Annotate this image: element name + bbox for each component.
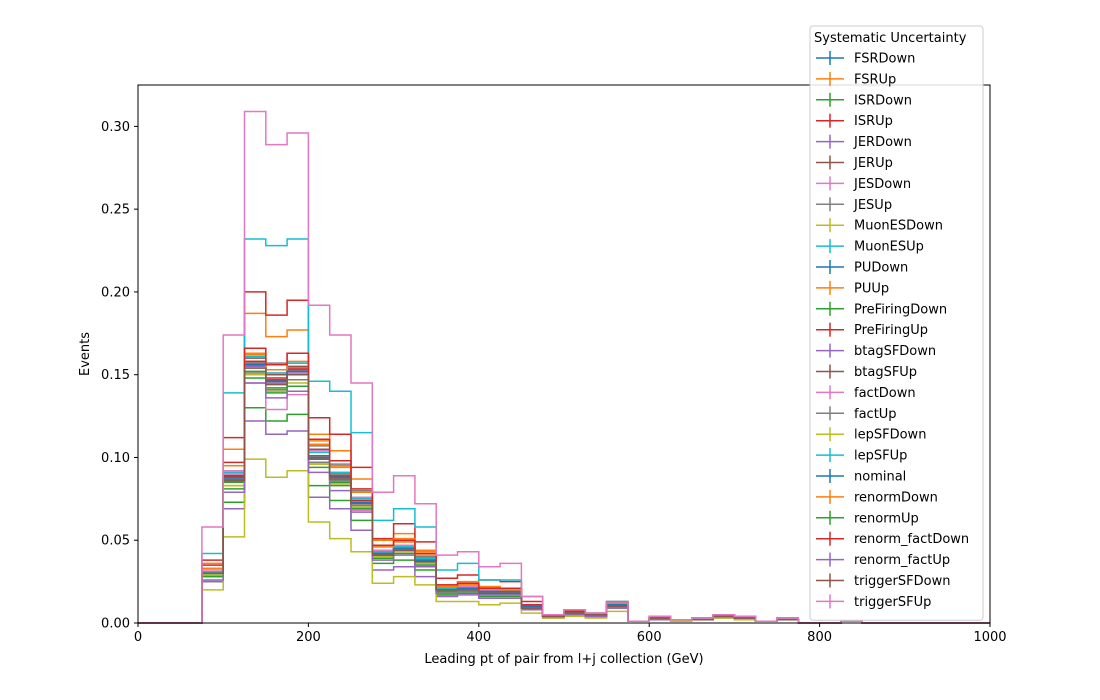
y-axis-ticks: 0.00 0.05 0.10 0.15 0.20 0.25 0.30 (101, 120, 138, 632)
y-tick-label: 0.05 (101, 534, 130, 549)
legend-item-btagSFUp: btagSFUp (816, 364, 917, 380)
legend-label: lepSFUp (854, 449, 907, 464)
legend-label: MuonESUp (854, 240, 924, 255)
legend-item-nominal: nominal (816, 469, 906, 485)
legend-item-JERDown: JERDown (816, 134, 912, 150)
legend-item-MuonESDown: MuonESDown (816, 218, 943, 234)
legend-item-JESDown: JESDown (816, 176, 911, 192)
legend-label: triggerSFUp (854, 595, 931, 610)
legend-item-renormDown: renormDown (816, 489, 938, 505)
histogram-series-layer (138, 110, 990, 624)
y-tick-label: 0.25 (101, 203, 130, 218)
legend-label: ISRUp (854, 114, 893, 129)
legend-item-lepSFUp: lepSFUp (816, 448, 907, 464)
legend-label: JERUp (853, 156, 893, 171)
legend-item-FSRDown: FSRDown (816, 51, 915, 67)
legend-item-lepSFDown: lepSFDown (816, 427, 926, 443)
x-tick-label: 600 (637, 630, 662, 645)
axes-frame (137, 84, 991, 624)
legend-item-factUp: factUp (816, 406, 897, 422)
x-tick-label: 400 (466, 630, 491, 645)
legend-item-JESUp: JESUp (816, 197, 892, 213)
y-tick-label: 0.30 (101, 120, 130, 135)
y-tick-label: 0.15 (101, 368, 130, 383)
x-tick-label: 0 (134, 630, 142, 645)
x-axis-ticks: 0 200 400 600 800 1000 (134, 623, 1007, 645)
legend-label: PUUp (854, 281, 889, 296)
legend-label: btagSFDown (854, 344, 936, 359)
legend-label: btagSFUp (854, 365, 917, 380)
legend-item-triggerSFDown: triggerSFDown (816, 573, 950, 589)
legend-label: renormDown (854, 490, 938, 505)
legend-label: renorm_factUp (854, 553, 950, 568)
series-line-triggerSFUp (138, 110, 990, 624)
legend-item-btagSFDown: btagSFDown (816, 343, 936, 359)
x-tick-label: 200 (296, 630, 321, 645)
legend-box (809, 25, 984, 621)
legend-item-ISRUp: ISRUp (816, 113, 893, 129)
legend-title: Systematic Uncertainty (814, 31, 967, 46)
legend-item-PUUp: PUUp (816, 280, 889, 296)
legend-label: FSRDown (854, 52, 915, 67)
legend-item-MuonESUp: MuonESUp (816, 239, 924, 255)
legend-item-ISRDown: ISRDown (816, 92, 912, 108)
legend-label: JESDown (853, 177, 911, 192)
y-axis-label: Events (78, 332, 93, 376)
x-tick-label: 800 (807, 630, 832, 645)
legend-label: nominal (854, 470, 906, 485)
legend-items: FSRDown FSRUp ISRDown ISRUp JERDown JERUp JESD… (816, 51, 969, 610)
legend-label: renorm_factDown (854, 532, 969, 547)
legend-label: ISRDown (854, 93, 912, 108)
y-tick-label: 0.10 (101, 451, 130, 466)
y-tick-label: 0.20 (101, 285, 130, 300)
x-tick-label: 1000 (973, 630, 1006, 645)
legend-item-PreFiringUp: PreFiringUp (816, 322, 928, 338)
legend-item-triggerSFUp: triggerSFUp (816, 594, 931, 610)
legend-item-PreFiringDown: PreFiringDown (816, 301, 947, 317)
legend-item-renormUp: renormUp (816, 510, 919, 526)
legend-label: factUp (854, 407, 897, 422)
legend-label: FSRUp (854, 72, 896, 87)
legend-item-PUDown: PUDown (816, 260, 908, 276)
legend-label: JERDown (853, 135, 912, 150)
legend-label: PreFiringDown (854, 302, 947, 317)
legend-label: factDown (854, 386, 916, 401)
legend-label: MuonESDown (854, 219, 943, 234)
legend-item-factDown: factDown (816, 385, 916, 401)
legend-label: PreFiringUp (854, 323, 928, 338)
legend-label: JESUp (853, 198, 892, 213)
legend-label: lepSFDown (854, 428, 926, 443)
legend-label: PUDown (854, 261, 908, 276)
legend-label: renormUp (854, 511, 919, 526)
y-tick-label: 0.00 (101, 617, 130, 632)
legend-item-renorm_factUp: renorm_factUp (816, 552, 950, 568)
legend-item-renorm_factDown: renorm_factDown (816, 531, 969, 547)
legend-label: triggerSFDown (854, 574, 950, 589)
x-axis-label: Leading pt of pair from l+j collection (… (424, 652, 703, 667)
legend-item-JERUp: JERUp (816, 155, 893, 171)
legend-item-FSRUp: FSRUp (816, 71, 896, 87)
legend: Systematic Uncertainty FSRDown FSRUp ISRDo… (809, 25, 984, 621)
